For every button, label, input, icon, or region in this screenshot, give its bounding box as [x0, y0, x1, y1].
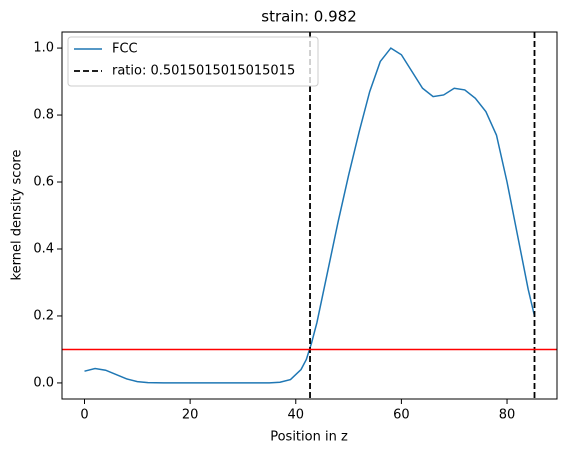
legend-label: FCC	[112, 42, 138, 57]
x-tick-label: 60	[393, 408, 410, 423]
y-tick-label: 0.2	[33, 308, 54, 323]
axes-frame	[61, 31, 558, 400]
data-line	[84, 47, 536, 384]
y-tick-label: 0.6	[33, 175, 54, 190]
x-tick-label: 0	[80, 408, 88, 423]
y-tick-label: 0.8	[33, 108, 54, 123]
x-axis-label: Position in z	[270, 430, 348, 445]
y-tick-label: 0.4	[33, 241, 54, 256]
chart-title: strain: 0.982	[261, 8, 357, 26]
x-tick-label: 80	[499, 408, 516, 423]
y-tick-label: 1.0	[33, 41, 54, 56]
y-axis-label: kernel density score	[10, 150, 25, 281]
x-tick-label: 20	[182, 408, 199, 423]
legend-label: ratio: 0.5015015015015015	[112, 64, 295, 79]
y-tick-label: 0.0	[33, 375, 54, 390]
x-tick-label: 40	[287, 408, 304, 423]
legend-box	[67, 36, 319, 87]
